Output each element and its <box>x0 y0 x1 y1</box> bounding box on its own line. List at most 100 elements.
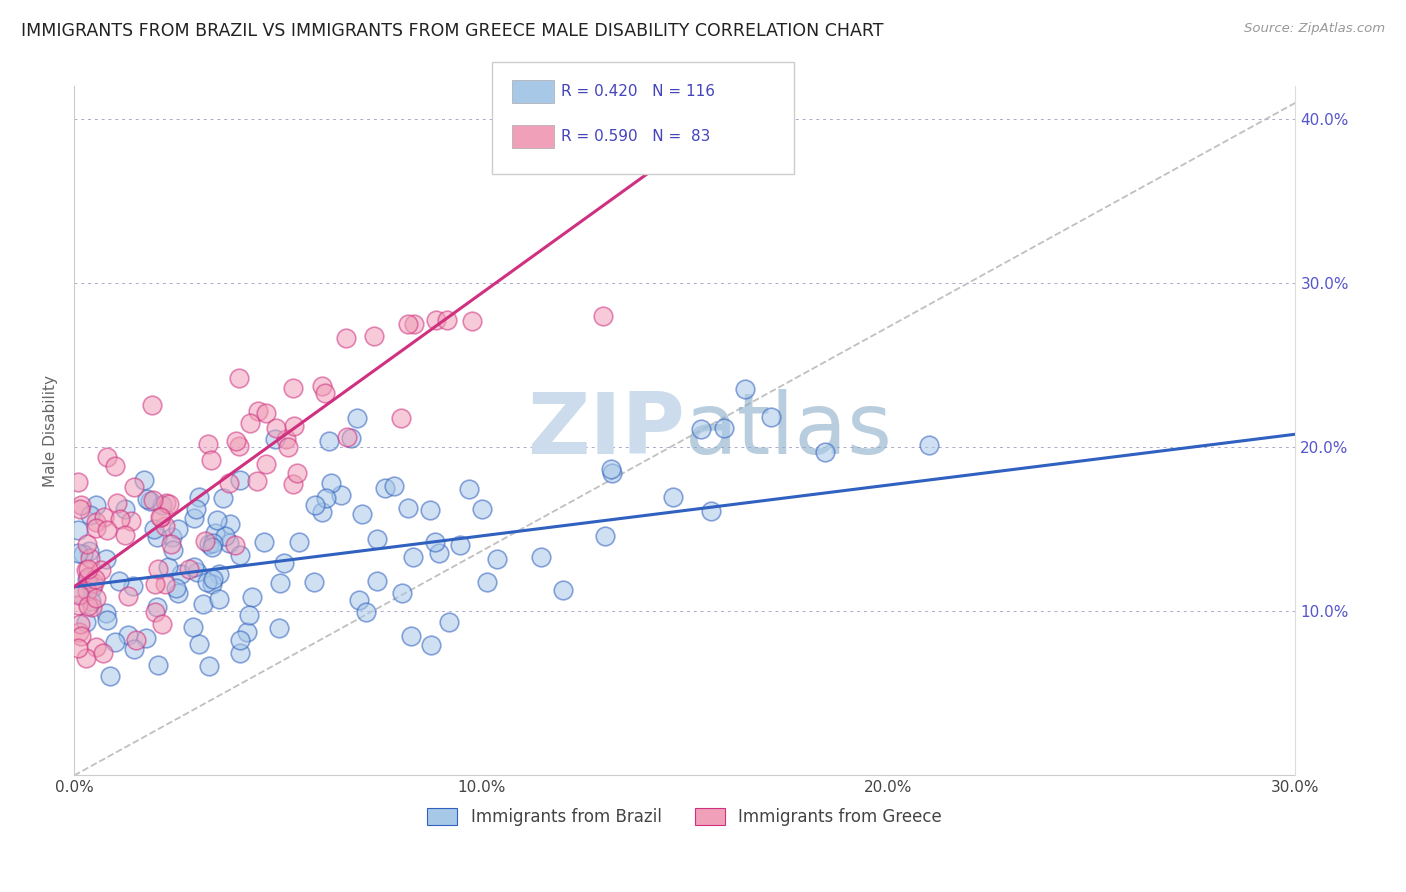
Point <box>314 386 336 401</box>
Point <box>311 505 333 519</box>
Point <box>273 556 295 570</box>
Point <box>700 503 723 517</box>
Point <box>149 510 172 524</box>
Text: IMMIGRANTS FROM BRAZIL VS IMMIGRANTS FROM GREECE MALE DISABILITY CORRELATION CHA: IMMIGRANTS FROM BRAZIL VS IMMIGRANTS FRO… <box>21 22 883 40</box>
Point <box>374 481 396 495</box>
Point <box>183 560 205 574</box>
Point <box>69 624 91 639</box>
Point <box>202 535 225 549</box>
Point <box>146 561 169 575</box>
Point <box>84 640 107 655</box>
Point <box>304 498 326 512</box>
Point <box>593 529 616 543</box>
Point <box>80 599 103 614</box>
Point <box>269 575 291 590</box>
Point <box>201 540 224 554</box>
Text: R = 0.590   N =  83: R = 0.590 N = 83 <box>561 129 710 144</box>
Point <box>239 416 262 430</box>
Point <box>170 566 193 581</box>
Point <box>153 577 176 591</box>
Point <box>283 419 305 434</box>
Point <box>354 605 377 619</box>
Point <box>281 381 304 395</box>
Point <box>166 522 188 536</box>
Point <box>427 546 450 560</box>
Point <box>96 450 118 464</box>
Point <box>80 581 103 595</box>
Point <box>141 398 163 412</box>
Point <box>402 549 425 564</box>
Point <box>77 561 100 575</box>
Point <box>186 565 208 579</box>
Point <box>419 503 441 517</box>
Point <box>350 507 373 521</box>
Point <box>145 577 167 591</box>
Point <box>449 537 471 551</box>
Point <box>139 493 162 508</box>
Point <box>340 432 363 446</box>
Point <box>69 629 91 643</box>
Point <box>813 445 835 459</box>
Point <box>159 537 181 551</box>
Point <box>457 482 479 496</box>
Point <box>208 592 231 607</box>
Point <box>76 583 98 598</box>
Point <box>347 593 370 607</box>
Point <box>187 636 209 650</box>
Point <box>759 409 782 424</box>
Point <box>208 566 231 581</box>
Point <box>335 331 357 345</box>
Point <box>153 519 176 533</box>
Point <box>104 634 127 648</box>
Point <box>146 530 169 544</box>
Point <box>165 581 187 595</box>
Point <box>148 658 170 673</box>
Text: ZIP: ZIP <box>527 390 685 473</box>
Point <box>485 552 508 566</box>
Point <box>135 492 157 507</box>
Point <box>551 582 574 597</box>
Point <box>254 406 277 420</box>
Point <box>285 467 308 481</box>
Point <box>202 572 225 586</box>
Point <box>245 475 267 489</box>
Point <box>225 434 247 448</box>
Point <box>120 515 142 529</box>
Point <box>67 475 90 490</box>
Point <box>228 371 250 385</box>
Point <box>193 598 215 612</box>
Point <box>110 512 132 526</box>
Point <box>132 473 155 487</box>
Point <box>423 534 446 549</box>
Point <box>135 632 157 646</box>
Point <box>264 421 287 435</box>
Point <box>167 586 190 600</box>
Point <box>200 453 222 467</box>
Point <box>315 491 337 505</box>
Point <box>90 563 112 577</box>
Point <box>84 591 107 606</box>
Point <box>419 638 441 652</box>
Point <box>83 573 105 587</box>
Point <box>75 615 97 630</box>
Point <box>75 563 97 577</box>
Point <box>67 523 90 537</box>
Point <box>107 496 129 510</box>
Point <box>363 328 385 343</box>
Point <box>79 508 101 522</box>
Point <box>207 513 229 527</box>
Point <box>124 480 146 494</box>
Point <box>77 599 100 614</box>
Point <box>311 379 333 393</box>
Point <box>80 594 103 608</box>
Point <box>592 309 614 323</box>
Point <box>218 535 240 549</box>
Point <box>121 579 143 593</box>
Point <box>240 591 263 605</box>
Point <box>194 534 217 549</box>
Point <box>143 605 166 619</box>
Point <box>600 466 623 480</box>
Point <box>600 462 623 476</box>
Point <box>98 669 121 683</box>
Point <box>198 536 221 550</box>
